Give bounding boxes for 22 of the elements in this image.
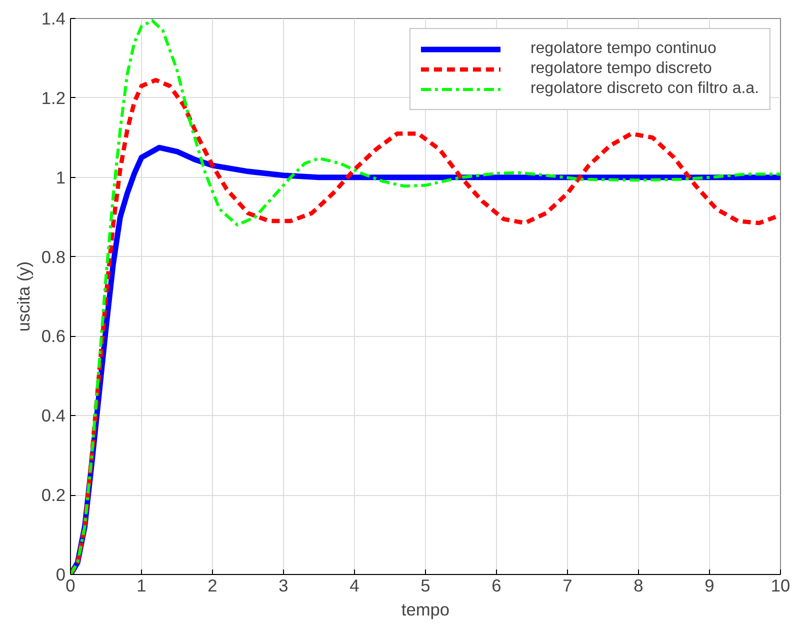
x-tick-label: 9 [704, 576, 714, 596]
legend-label: regolatore tempo continuo [530, 40, 716, 58]
y-tick-label: 0.2 [41, 485, 66, 506]
x-tick-label: 10 [770, 576, 790, 596]
x-tick-label: 3 [278, 576, 288, 596]
x-tick-label: 2 [208, 576, 218, 596]
x-tick-label: 4 [350, 576, 360, 596]
x-tick-label: 1 [136, 576, 146, 596]
x-tick-label: 5 [420, 576, 430, 596]
y-tick-label: 1 [56, 167, 66, 188]
x-axis-title: tempo [401, 600, 450, 620]
y-tick-label: 0.6 [41, 326, 66, 346]
x-tick-label: 7 [562, 576, 572, 596]
y-tick-label: 0.4 [41, 406, 66, 426]
y-axis-title: uscita (y) [13, 261, 34, 332]
legend-label: regolatore tempo discreto [530, 60, 712, 78]
y-tick-label: 1.4 [41, 8, 66, 28]
y-tick-label: 0.8 [41, 246, 66, 267]
x-tick-label: 8 [634, 576, 644, 596]
legend-label: regolatore discreto con filtro a.a. [530, 80, 759, 98]
x-tick-label: 6 [492, 576, 502, 596]
y-tick-label: 1.2 [41, 88, 66, 108]
